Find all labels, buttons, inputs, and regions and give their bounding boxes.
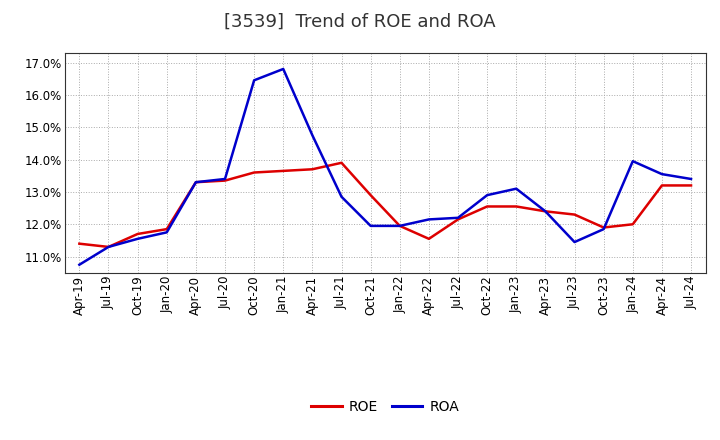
ROE — [279, 168, 287, 173]
Line: ROA: ROA — [79, 69, 691, 265]
ROA — [192, 180, 200, 185]
ROA — [570, 239, 579, 245]
ROE — [599, 225, 608, 230]
ROA — [483, 193, 492, 198]
ROE — [308, 167, 317, 172]
ROE — [250, 170, 258, 175]
ROA — [366, 223, 375, 228]
ROE — [687, 183, 696, 188]
ROA — [629, 158, 637, 164]
ROE — [75, 241, 84, 246]
ROA — [220, 176, 229, 182]
Legend: ROE, ROA: ROE, ROA — [306, 394, 464, 419]
ROA — [308, 132, 317, 138]
ROE — [337, 160, 346, 165]
ROE — [366, 193, 375, 198]
ROA — [163, 230, 171, 235]
ROE — [220, 178, 229, 183]
ROA — [512, 186, 521, 191]
ROA — [104, 244, 113, 249]
ROA — [454, 215, 462, 220]
ROA — [425, 217, 433, 222]
ROA — [599, 227, 608, 232]
ROE — [163, 227, 171, 232]
ROA — [279, 66, 287, 72]
ROE — [657, 183, 666, 188]
ROA — [687, 176, 696, 182]
ROE — [483, 204, 492, 209]
ROE — [512, 204, 521, 209]
ROE — [133, 231, 142, 237]
ROA — [75, 262, 84, 268]
Text: [3539]  Trend of ROE and ROA: [3539] Trend of ROE and ROA — [224, 13, 496, 31]
ROE — [570, 212, 579, 217]
ROE — [541, 209, 550, 214]
ROE — [192, 180, 200, 185]
ROE — [395, 223, 404, 228]
ROA — [133, 236, 142, 242]
ROE — [104, 244, 113, 249]
ROE — [454, 217, 462, 222]
ROA — [337, 194, 346, 199]
ROA — [541, 209, 550, 214]
ROE — [425, 236, 433, 242]
ROA — [657, 172, 666, 177]
ROE — [629, 222, 637, 227]
Line: ROE: ROE — [79, 163, 691, 247]
ROA — [395, 223, 404, 228]
ROA — [250, 78, 258, 83]
